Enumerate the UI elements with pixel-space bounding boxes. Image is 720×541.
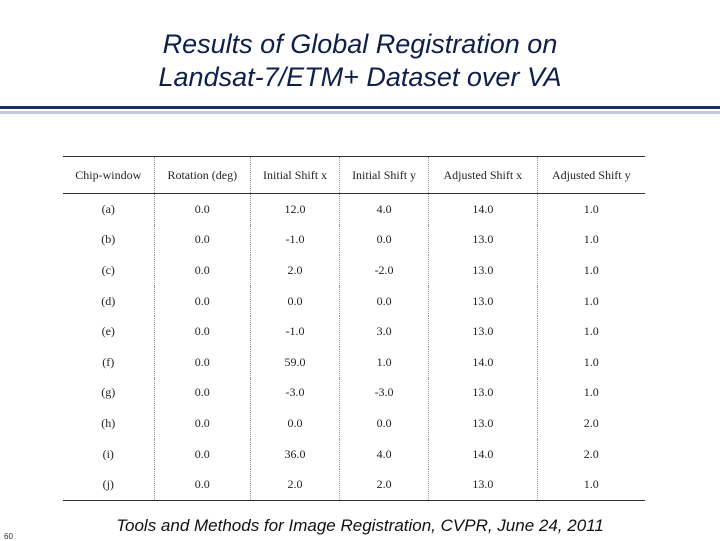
table-cell: 13.0 xyxy=(428,224,538,256)
table-cell: 13.0 xyxy=(428,255,538,286)
table-cell: (i) xyxy=(102,446,114,461)
column-header: Adjusted Shift y xyxy=(536,156,645,194)
table-row: (h) 0.0 0.0 0.0 13.0 2.0 xyxy=(63,408,645,439)
table-cell: (d) xyxy=(101,293,116,308)
title-divider xyxy=(0,106,720,114)
table-cell: -1.0 xyxy=(250,224,340,256)
table-cell: (h) xyxy=(101,415,116,430)
table-cell: 0.0 xyxy=(153,438,251,470)
table-cell: 4.0 xyxy=(339,438,429,470)
column-header: Initial Shift y xyxy=(339,156,429,194)
column-header: Adjusted Shift x xyxy=(428,156,538,194)
column-header: Initial Shift x xyxy=(250,156,340,194)
table-cell: 0.0 xyxy=(153,224,251,256)
table-cell: -1.0 xyxy=(250,316,340,347)
results-table: Chip-window Rotation (deg) Initial Shift x… xyxy=(63,156,645,501)
table-row: (g) 0.0 -3.0 -3.0 13.0 1.0 xyxy=(63,377,645,409)
table-cell: 2.0 xyxy=(536,408,645,439)
column-header: Chip-window xyxy=(63,156,155,194)
slide-number: 60 xyxy=(4,532,13,541)
table-row: (f) 0.0 59.0 1.0 14.0 1.0 xyxy=(63,346,645,378)
title-line-2: Landsat-7/ETM+ Dataset over VA xyxy=(158,62,562,92)
table-cell: 1.0 xyxy=(536,285,645,317)
table-cell: (f) xyxy=(102,354,115,369)
table-cell: 0.0 xyxy=(153,255,251,286)
table-cell: 0.0 xyxy=(153,285,251,317)
table-cell: 2.0 xyxy=(250,255,340,286)
table-cell: 14.0 xyxy=(428,346,538,378)
table-row: (e) 0.0 -1.0 3.0 13.0 1.0 xyxy=(63,316,645,347)
table-cell: (b) xyxy=(101,232,116,247)
table-cell: 13.0 xyxy=(428,316,538,347)
table-cell: 2.0 xyxy=(250,469,340,501)
table-cell: 2.0 xyxy=(536,438,645,470)
table-cell: 0.0 xyxy=(153,316,251,347)
table-cell: -3.0 xyxy=(250,377,340,409)
table-cell: -2.0 xyxy=(339,255,429,286)
table-cell: 4.0 xyxy=(339,193,429,225)
table-cell: 1.0 xyxy=(536,377,645,409)
column-header: Rotation (deg) xyxy=(153,156,251,194)
slide-title: Results of Global Registration on Landsa… xyxy=(0,28,720,94)
table-cell: 1.0 xyxy=(536,469,645,501)
results-table-container: Chip-window Rotation (deg) Initial Shift x… xyxy=(63,156,645,501)
table-cell: 36.0 xyxy=(250,438,340,470)
table-cell: 0.0 xyxy=(153,377,251,409)
table-row: (d) 0.0 0.0 0.0 13.0 1.0 xyxy=(63,285,645,317)
table-cell: (c) xyxy=(101,262,115,277)
table-cell: 0.0 xyxy=(339,224,429,256)
table-cell: 1.0 xyxy=(536,255,645,286)
table-cell: 2.0 xyxy=(339,469,429,501)
table-cell: 0.0 xyxy=(250,285,340,317)
title-divider-light xyxy=(0,111,720,114)
table-cell: 1.0 xyxy=(339,346,429,378)
slide-footer: Tools and Methods for Image Registration… xyxy=(116,516,604,535)
table-cell: 12.0 xyxy=(250,193,340,225)
table-cell: 1.0 xyxy=(536,316,645,347)
table-header-row: Chip-window Rotation (deg) Initial Shift x… xyxy=(63,156,645,194)
table-cell: 0.0 xyxy=(339,285,429,317)
table-cell: 0.0 xyxy=(153,346,251,378)
table-cell: 1.0 xyxy=(536,224,645,256)
table-body: (a) 0.0 12.0 4.0 14.0 1.0 (b) 0.0 -1.0 0.0 13.0 1.0… xyxy=(63,193,645,501)
table-header: Chip-window Rotation (deg) Initial Shift x… xyxy=(63,156,645,194)
table-cell: 14.0 xyxy=(428,438,538,470)
table-row: (a) 0.0 12.0 4.0 14.0 1.0 xyxy=(63,193,645,225)
table-cell: 3.0 xyxy=(339,316,429,347)
table-row: (b) 0.0 -1.0 0.0 13.0 1.0 xyxy=(63,224,645,256)
table-cell: -3.0 xyxy=(339,377,429,409)
table-cell: 13.0 xyxy=(428,469,538,501)
table-row: (i) 0.0 36.0 4.0 14.0 2.0 xyxy=(63,438,645,470)
table-cell: 1.0 xyxy=(536,193,645,225)
table-cell: 0.0 xyxy=(153,408,251,439)
title-divider-dark xyxy=(0,106,720,109)
table-cell: 0.0 xyxy=(250,408,340,439)
table-cell: 13.0 xyxy=(428,377,538,409)
table-cell: (e) xyxy=(101,324,115,339)
table-cell: 0.0 xyxy=(153,193,251,225)
table-cell: 1.0 xyxy=(536,346,645,378)
table-cell: 59.0 xyxy=(250,346,340,378)
title-line-1: Results of Global Registration on xyxy=(162,29,558,59)
table-cell: (a) xyxy=(101,201,115,216)
table-cell: (g) xyxy=(101,385,116,400)
table-row: (j) 0.0 2.0 2.0 13.0 1.0 xyxy=(63,469,645,501)
table-row: (c) 0.0 2.0 -2.0 13.0 1.0 xyxy=(63,255,645,286)
table-cell: (j) xyxy=(63,469,155,501)
table-cell: 13.0 xyxy=(428,285,538,317)
table-cell: 0.0 xyxy=(153,469,251,501)
table-cell: 14.0 xyxy=(428,193,538,225)
table-cell: 0.0 xyxy=(339,408,429,439)
table-cell: 13.0 xyxy=(428,408,538,439)
